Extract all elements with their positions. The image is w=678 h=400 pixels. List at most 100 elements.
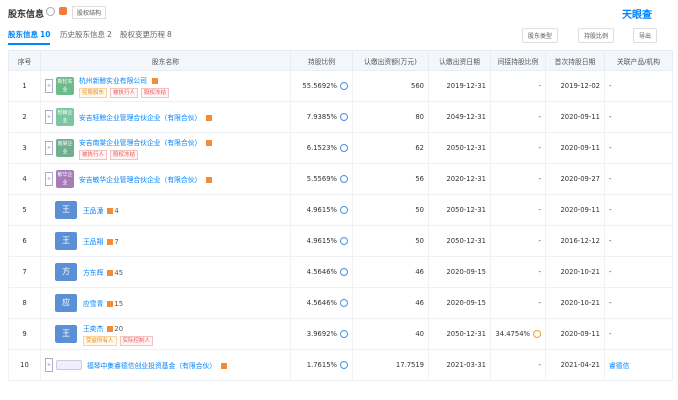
relation-icon <box>151 77 158 84</box>
table-row: 5 王王品潼 4 4.9615% 50 2050-12-31 -2020-09-11- <box>8 194 673 226</box>
first-date: 2020-09-11 <box>545 194 605 226</box>
ratio-icon[interactable] <box>340 206 348 214</box>
name-line: 杭州新鲸实业有限公司 <box>79 75 172 85</box>
shareholder-info: 方东辉 45 <box>83 267 123 277</box>
column-header: 认缴出资额(万元) <box>352 50 429 71</box>
shareholder-cell: + 南棠企业 安吉南棠企业管理合伙企业（有限合伙） 被执行人 股权冻结 <box>40 132 291 164</box>
shareholder-name[interactable]: 方东辉 <box>83 269 104 277</box>
indirect-ratio: 34.4754% <box>495 330 530 338</box>
related-count[interactable]: 15 <box>107 300 123 308</box>
indirect-cell: - <box>490 225 546 257</box>
ratio-icon[interactable] <box>340 299 348 307</box>
name-line: 应雪青 15 <box>83 298 123 308</box>
indirect-ratio: - <box>538 299 541 307</box>
row-index: 6 <box>8 225 41 257</box>
related: - <box>604 194 673 226</box>
ratio-icon[interactable] <box>340 144 348 152</box>
tags: 受益所有人 实际控制人 <box>83 335 156 346</box>
indirect-cell: - <box>490 287 546 319</box>
related: - <box>604 318 673 350</box>
filter-button[interactable]: 股东类型 <box>522 28 559 43</box>
shareholder: + 福琴中集睿德信创业投资基金（有限合伙） <box>45 358 286 372</box>
subscribe-date: 2050-12-31 <box>428 225 491 257</box>
first-date: 2020-09-27 <box>545 163 605 195</box>
subscribe-date: 2021-03-31 <box>428 349 491 381</box>
related: - <box>604 132 673 164</box>
row-index: 8 <box>8 287 41 319</box>
shareholder: + 敏华企业 安吉敏华企业管理合伙企业（有限合伙） <box>45 170 286 188</box>
indirect-ratio: - <box>538 268 541 276</box>
column-header: 关联产品/机构 <box>604 50 673 71</box>
column-header: 序号 <box>8 50 41 71</box>
ratio: 3.9692% <box>306 330 337 338</box>
company-logo <box>56 360 82 370</box>
filter-button[interactable]: 持股比例 <box>578 28 615 43</box>
bell-icon[interactable] <box>59 7 67 15</box>
shareholder-name[interactable]: 安吉南棠企业管理合伙企业（有限合伙） <box>79 138 202 147</box>
related: - <box>604 225 673 257</box>
ratio-icon[interactable] <box>340 268 348 276</box>
tab[interactable]: 历史股东信息 2 <box>60 29 112 40</box>
ratio-icon[interactable] <box>340 330 348 338</box>
subscribe-date: 2050-12-31 <box>428 194 491 226</box>
ratio-cell: 3.9692% <box>290 318 353 350</box>
shareholder-name[interactable]: 应雪青 <box>83 300 104 308</box>
indirect-ratio: - <box>538 113 541 121</box>
expand-icon: + <box>45 172 53 186</box>
avatar: 方 <box>55 263 77 281</box>
filter-button[interactable]: 导出 <box>633 28 658 43</box>
first-date: 2021-04-21 <box>545 349 605 381</box>
amount: 56 <box>352 163 429 195</box>
shareholder: 王王品翔 7 <box>45 232 286 250</box>
shareholder-cell: + 轻鲸企业 安吉轻鲸企业管理合伙企业（有限合伙） <box>40 101 291 133</box>
tab[interactable]: 股东信息 10 <box>8 29 51 45</box>
indirect-icon[interactable] <box>533 330 541 338</box>
tab-count: 2 <box>107 30 112 39</box>
tab[interactable]: 股权变更历程 8 <box>120 29 172 40</box>
ratio-icon[interactable] <box>340 361 348 369</box>
indirect-cell: 34.4754% <box>490 318 546 350</box>
structure-button[interactable]: 股权结构 <box>72 6 107 19</box>
first-date: 2020-09-11 <box>545 132 605 164</box>
ratio-icon[interactable] <box>340 82 348 90</box>
shareholder-name[interactable]: 杭州新鲸实业有限公司 <box>79 76 147 85</box>
company-logo: 南棠企业 <box>56 139 74 157</box>
name-line: 王奕杰 20 <box>83 323 156 333</box>
shareholder-cell: + 敏华企业 安吉敏华企业管理合伙企业（有限合伙） <box>40 163 291 195</box>
row-index: 2 <box>8 101 41 133</box>
shareholder-name[interactable]: 福琴中集睿德信创业投资基金（有限合伙） <box>87 362 217 370</box>
ratio-icon[interactable] <box>340 175 348 183</box>
related-count[interactable]: 7 <box>107 238 118 246</box>
ratio-cell: 7.9385% <box>290 101 353 133</box>
ratio-icon[interactable] <box>340 113 348 121</box>
amount: 46 <box>352 287 429 319</box>
shareholder-name[interactable]: 安吉轻鲸企业管理合伙企业（有限合伙） <box>79 114 202 122</box>
related-count[interactable]: 4 <box>107 207 118 215</box>
expand-icon: + <box>45 141 53 155</box>
tab-label: 股权变更历程 <box>120 30 165 39</box>
help-icon[interactable] <box>46 7 55 16</box>
shareholder-name[interactable]: 王品潼 <box>83 207 104 215</box>
ratio: 4.5646% <box>306 268 337 276</box>
shareholder: 应应雪青 15 <box>45 294 286 312</box>
table-row: 10 + 福琴中集睿德信创业投资基金（有限合伙） 1.7615% 17.7519 2021… <box>8 349 673 381</box>
related-count[interactable]: 20 <box>107 325 123 333</box>
ratio-cell: 4.5646% <box>290 256 353 288</box>
relation-icon <box>206 139 213 146</box>
row-index: 4 <box>8 163 41 195</box>
name-line: 王品翔 7 <box>83 236 119 246</box>
shareholder-name[interactable]: 王奕杰 <box>83 324 104 333</box>
table-row: 4 + 敏华企业 安吉敏华企业管理合伙企业（有限合伙） 5.5569% 56 2020-12… <box>8 163 673 195</box>
ratio-icon[interactable] <box>340 237 348 245</box>
shareholder-name[interactable]: 王品翔 <box>83 238 104 246</box>
related-count[interactable]: 45 <box>107 269 123 277</box>
row-index: 9 <box>8 318 41 350</box>
first-date: 2020-09-11 <box>545 318 605 350</box>
shareholder-info: 王品翔 7 <box>83 236 119 246</box>
shareholder: + 轻鲸企业 安吉轻鲸企业管理合伙企业（有限合伙） <box>45 108 286 126</box>
shareholder-cell: 王王品潼 4 <box>40 194 291 226</box>
shareholder-name[interactable]: 安吉敏华企业管理合伙企业（有限合伙） <box>79 176 202 184</box>
section-title: 股东信息 <box>8 10 45 20</box>
indirect-ratio: - <box>538 361 541 369</box>
subscribe-date: 2049-12-31 <box>428 101 491 133</box>
